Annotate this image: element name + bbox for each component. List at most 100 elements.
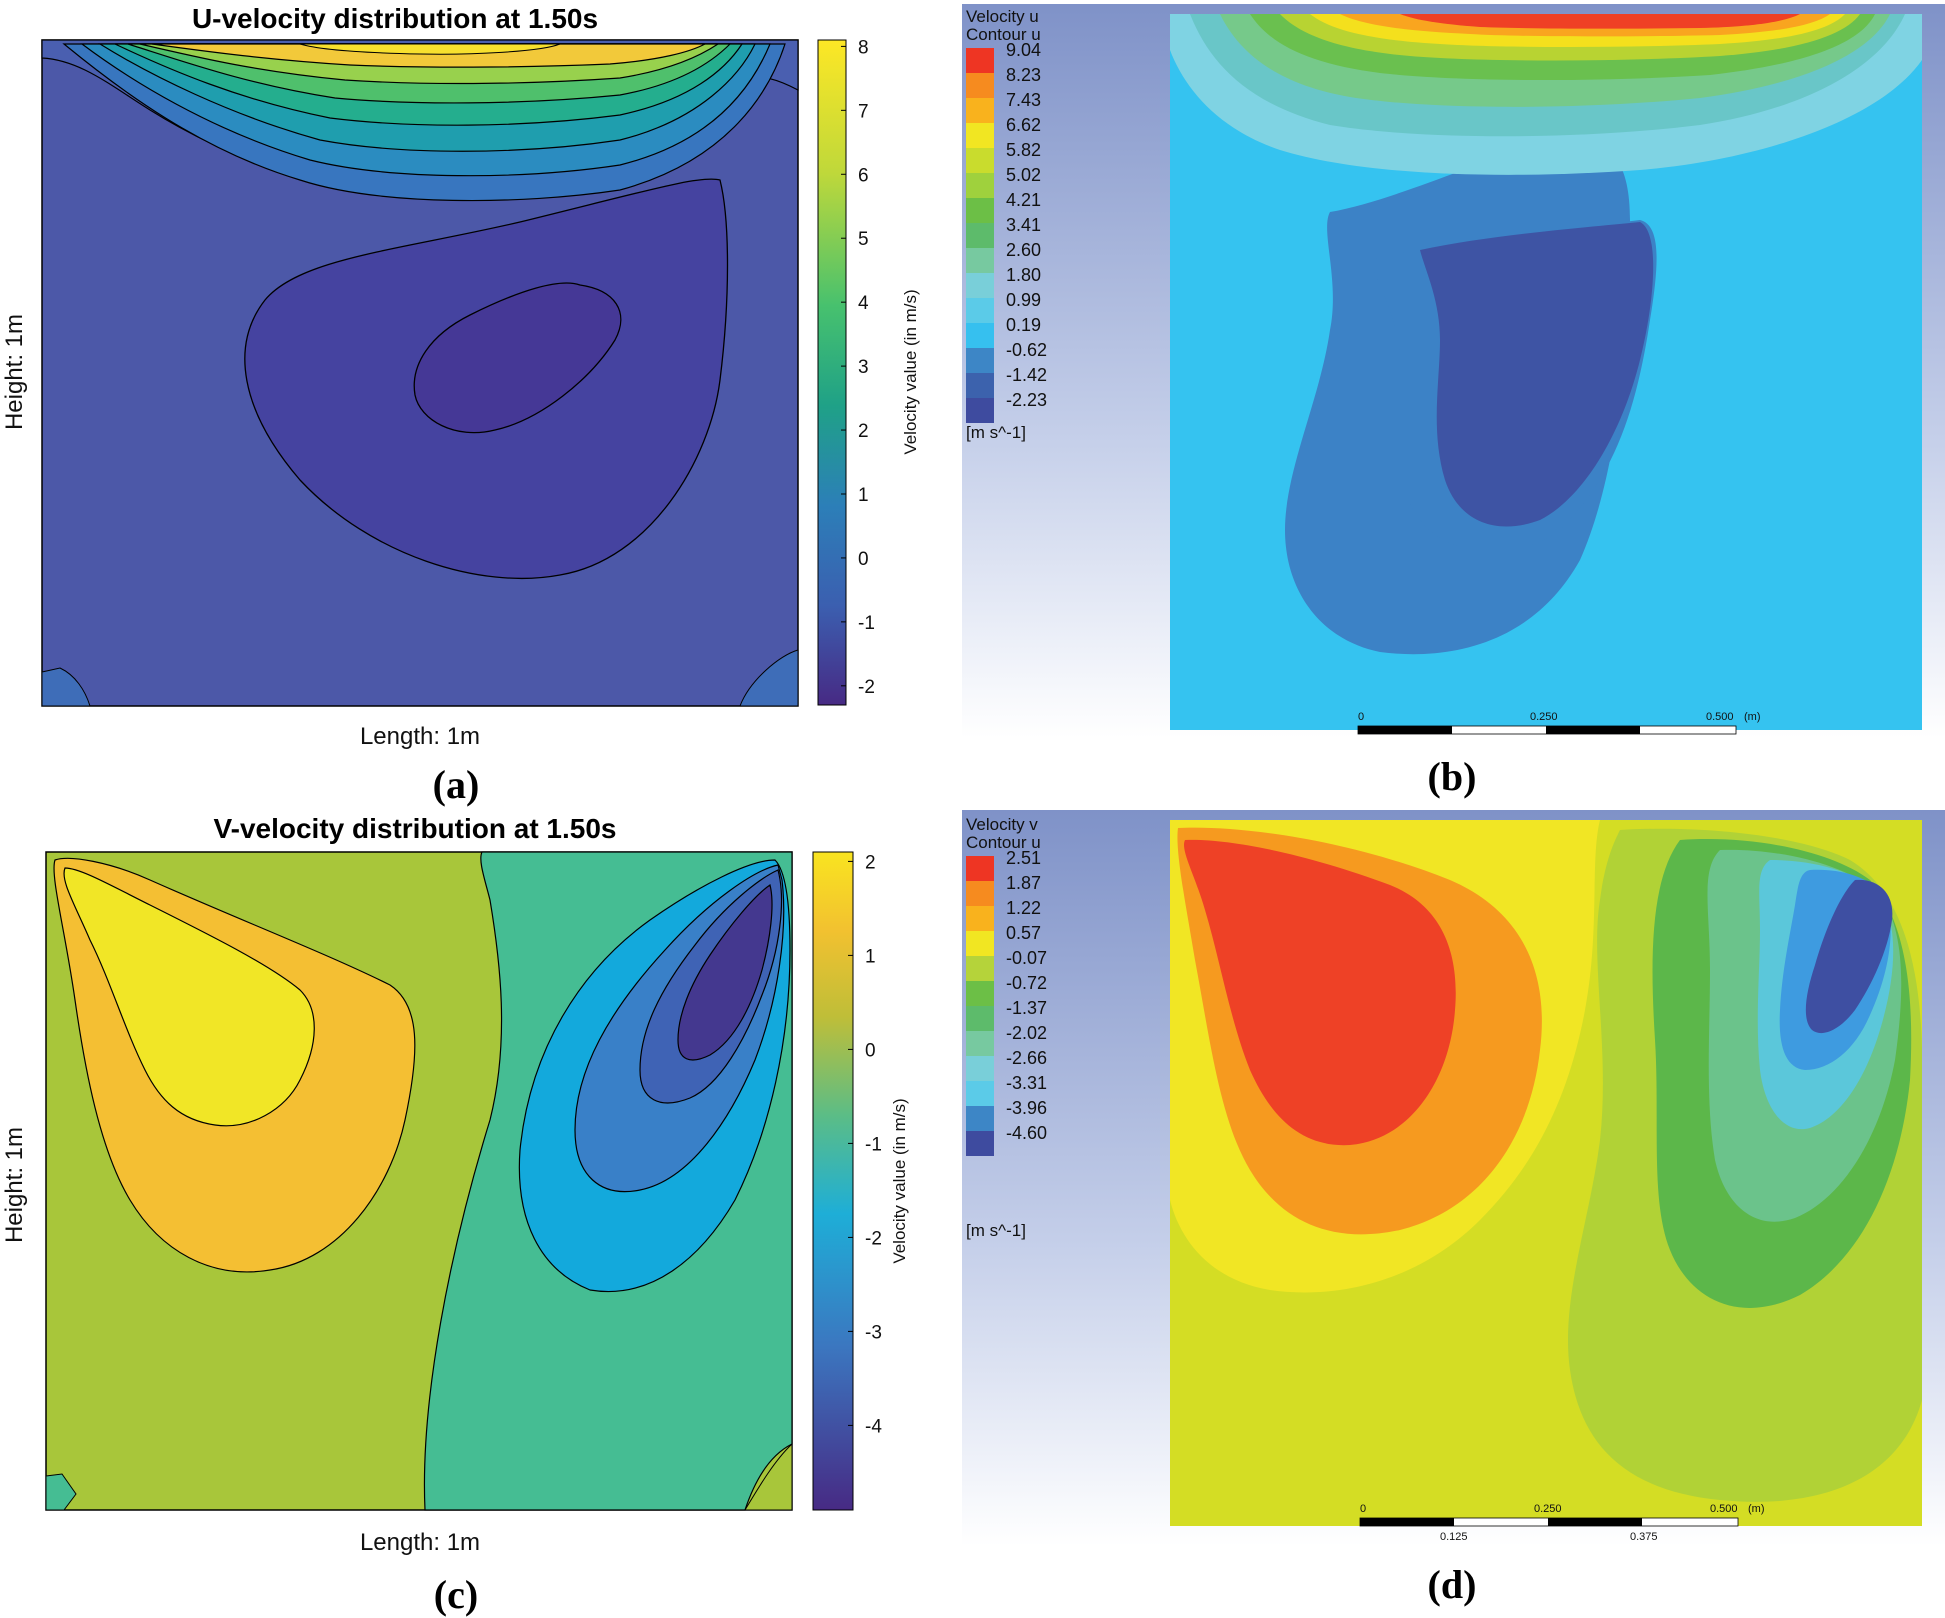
legend-d-swatch-2: [966, 906, 994, 931]
colorbar-c-tick-label-6: -4: [865, 1416, 882, 1437]
scale-bar-d: 0 0.250 0.500 (m) 0.125 0.375: [1359, 1503, 1765, 1543]
legend-b: 9.04 8.23 7.43 6.62 5.82 5.02 4.21 3.41 2.60 1.80…: [966, 40, 1047, 423]
legend-title-d: Velocity v: [966, 815, 1038, 834]
scale-bar-seg-d1: [1360, 1518, 1454, 1526]
panel-c: V-velocity distribution at 1.50s Length:…: [1, 813, 909, 1617]
legend-d-value-7: -2.02: [1006, 1023, 1047, 1043]
scale-bar-b: 0 0.250 0.500 (m): [1357, 711, 1761, 735]
contour-band-a9: [299, 43, 561, 55]
legend-b-swatch-14: [966, 398, 994, 423]
legend-b-value-12: -0.62: [1006, 340, 1047, 360]
legend-d-value-8: -2.66: [1006, 1048, 1047, 1068]
legend-b-swatch-11: [966, 323, 994, 348]
legend-d-swatch-3: [966, 931, 994, 956]
legend-d-value-6: -1.37: [1006, 998, 1047, 1018]
legend-d-value-10: -3.96: [1006, 1098, 1047, 1118]
contour-region-c9: [744, 1442, 793, 1511]
contour-plot-d: [1170, 820, 1922, 1502]
contour-band-a11: [413, 282, 622, 434]
legend-subtitle-b: Contour u: [966, 25, 1041, 44]
scale-label-d1: 0.250: [1534, 1503, 1562, 1515]
contour-plot-c: [45, 851, 793, 1511]
legend-b-swatch-7: [966, 223, 994, 248]
colorbar-a-tick-label-5: 3: [858, 357, 869, 378]
legend-d: 2.51 1.87 1.22 0.57 -0.07 -0.72 -1.37 -2.02 -2.6…: [966, 848, 1047, 1156]
legend-b-swatch-4: [966, 148, 994, 173]
legend-b-value-10: 0.99: [1006, 290, 1041, 310]
colorbar-c-tick-label-3: -1: [865, 1134, 882, 1155]
contour-region-d9: [1184, 839, 1456, 1146]
legend-subtitle-d: Contour u: [966, 833, 1041, 852]
legend-b-value-3: 6.62: [1006, 115, 1041, 135]
legend-b-swatch-0: [966, 48, 994, 73]
legend-b-value-1: 8.23: [1006, 65, 1041, 85]
contour-region-b11: [1400, 14, 1800, 29]
colorbar-a-tick-label-10: -2: [858, 677, 875, 698]
legend-d-swatch-0: [966, 856, 994, 881]
colorbar-c-tick-label-5: -3: [865, 1322, 882, 1343]
contour-plot-b: [1170, 14, 1922, 655]
colorbar-a-tick-label-4: 4: [858, 293, 869, 314]
contour-band-a12: [41, 667, 91, 707]
colorbar-a-tick-label-1: 7: [858, 101, 869, 122]
scale-sublabel-d1: 0.375: [1630, 1531, 1658, 1543]
contour-region-b3: [1420, 222, 1654, 527]
colorbar-c-tick-label-4: -2: [865, 1228, 882, 1249]
colorbar-a-tick-label-9: -1: [858, 613, 875, 634]
panel-label-a: (a): [433, 762, 480, 807]
panel-d: Velocity v Contour u 2.51 1.87 1.22 0.57 -0.…: [962, 810, 1945, 1607]
contour-region-c7: [63, 867, 315, 1127]
scale-label-b3: (m): [1744, 711, 1761, 723]
scale-label-d0: 0: [1360, 1503, 1366, 1515]
colorbar-label-c: Velocity value (in m/s): [890, 1098, 909, 1263]
legend-d-value-9: -3.31: [1006, 1073, 1047, 1093]
colorbar-ticks-c: 2 1 0 -1 -2 -3 -4: [848, 852, 882, 1437]
legend-b-swatch-10: [966, 298, 994, 323]
colorbar-a-tick-label-8: 0: [858, 549, 869, 570]
legend-d-swatch-7: [966, 1031, 994, 1056]
legend-b-value-5: 5.02: [1006, 165, 1041, 185]
contour-region-c8: [45, 1473, 77, 1511]
colorbar-a-tick-label-3: 5: [858, 229, 869, 250]
contour-region-c5: [677, 884, 773, 1061]
y-axis-label-a: Height: 1m: [1, 314, 28, 430]
legend-b-value-11: 0.19: [1006, 315, 1041, 335]
legend-d-value-0: 2.51: [1006, 848, 1041, 868]
legend-d-swatch-4: [966, 956, 994, 981]
legend-d-value-11: -4.60: [1006, 1123, 1047, 1143]
panel-a: U-velocity distribution at 1.50s Length:…: [1, 3, 920, 807]
scale-sublabel-d0: 0.125: [1440, 1531, 1468, 1543]
scale-label-b1: 0.250: [1530, 711, 1558, 723]
legend-b-value-14: -2.23: [1006, 390, 1047, 410]
scale-label-d2: 0.500: [1710, 1503, 1738, 1515]
legend-d-value-3: 0.57: [1006, 923, 1041, 943]
colorbar-c-tick-label-1: 1: [865, 946, 876, 967]
scale-bar-seg-b2: [1546, 726, 1640, 734]
legend-d-value-5: -0.72: [1006, 973, 1047, 993]
scale-label-b2: 0.500: [1706, 711, 1734, 723]
x-axis-label-a: Length: 1m: [360, 723, 480, 750]
legend-b-swatch-2: [966, 98, 994, 123]
colorbar-a-tick-label-7: 1: [858, 485, 869, 506]
legend-d-value-4: -0.07: [1006, 948, 1047, 968]
legend-d-value-1: 1.87: [1006, 873, 1041, 893]
chart-title-c: V-velocity distribution at 1.50s: [213, 813, 616, 844]
legend-units-b: [m s^-1]: [966, 423, 1026, 442]
panel-label-b: (b): [1428, 754, 1477, 799]
legend-b-value-13: -1.42: [1006, 365, 1047, 385]
legend-title-b: Velocity u: [966, 7, 1039, 26]
contour-plot-a: [41, 39, 799, 707]
legend-d-swatch-5: [966, 981, 994, 1006]
legend-d-swatch-10: [966, 1106, 994, 1131]
contour-region-d6: [1805, 879, 1893, 1034]
colorbar-a-tick-label-2: 6: [858, 165, 869, 186]
legend-d-swatch-11: [966, 1131, 994, 1156]
colorbar-ticks-a: 8 7 6 5 4 3 2 1 0 -1 -2: [841, 37, 875, 698]
y-axis-label-c: Height: 1m: [1, 1127, 28, 1243]
colorbar-a-tick-label-6: 2: [858, 421, 869, 442]
colorbar-c-tick-label-2: 0: [865, 1040, 876, 1061]
colorbar-gradient-a: [817, 39, 847, 706]
legend-b-swatch-5: [966, 173, 994, 198]
contour-band-a8: [151, 43, 706, 68]
